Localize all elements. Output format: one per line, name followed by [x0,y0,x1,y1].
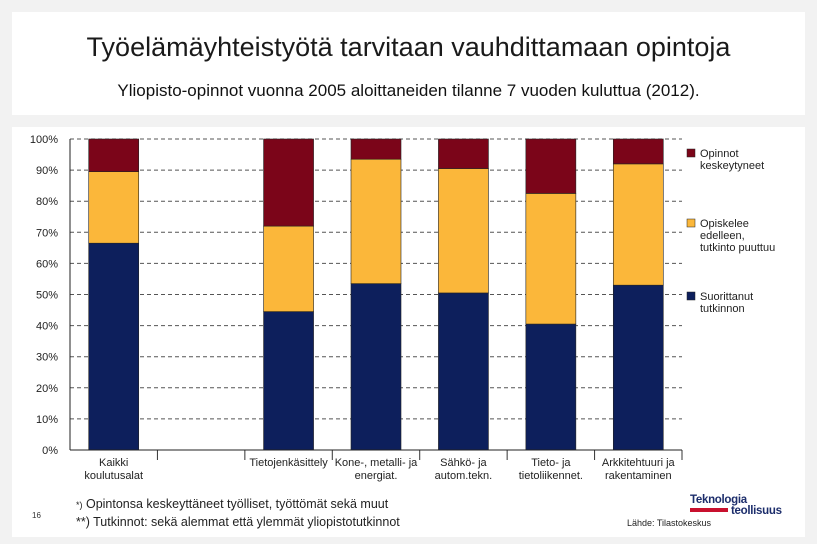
x-category-label: Kone-, metalli- ja [335,457,418,469]
legend-swatch [686,291,696,301]
legend-label: keskeytyneet [700,160,764,172]
bar-suorittanut-tutkinnon [88,242,140,451]
bar-suorittanut-tutkinnon [612,284,664,451]
bar-opiskelee-edelleen-tutkinto-puuttuu [438,168,489,294]
y-tick-label: 0% [42,445,58,457]
logo-line-2: teollisuus [731,505,782,517]
x-category-label: Arkkitehtuuri ja [602,457,676,469]
y-tick-label: 10% [36,414,58,426]
bar-opiskelee-edelleen-tutkinto-puuttuu [88,171,140,244]
x-category-label: Sähkö- ja [440,457,487,469]
legend-label: edelleen, [700,230,745,242]
bar-opinnot-keskeytyneet [263,138,314,227]
y-tick-label: 60% [36,258,58,270]
page-subtitle: Yliopisto-opinnot vuonna 2005 aloittanei… [117,81,700,100]
x-category-label: autom.tekn. [435,470,492,482]
y-tick-label: 70% [36,227,58,239]
bar-opinnot-keskeytyneet [438,138,489,169]
bar-suorittanut-tutkinnon [525,323,577,451]
page-number: 16 [32,511,41,520]
legend-label: tutkinto puuttuu [700,242,775,254]
legend-label: Opiskelee [700,218,749,230]
x-category-label: Kaikki [99,457,128,469]
bar-suorittanut-tutkinnon [263,311,314,451]
y-tick-label: 90% [36,165,58,177]
x-category-label: koulutusalat [84,470,143,482]
stacked-bar-chart: 0%10%20%30%40%50%60%70%80%90%100%Kaikkik… [30,134,775,482]
x-category-label: Tietojenkäsittely [249,457,328,469]
bar-opiskelee-edelleen-tutkinto-puuttuu [612,163,664,286]
footnote-2: **) Tutkinnot: sekä alemmat että ylemmät… [76,515,400,529]
bar-opiskelee-edelleen-tutkinto-puuttuu [525,193,577,325]
bar-suorittanut-tutkinnon [350,283,402,451]
source-note: Lähde: Tilastokeskus [627,518,712,528]
logo-line-1: Teknologia [690,494,747,506]
logo-accent-bar [690,508,728,512]
bar-opinnot-keskeytyneet [612,138,664,165]
footnote-1-marker: *) [76,500,83,510]
chart-panel: 0% 10% 20% 30% 40% 50% 60% 70% 80% 90% 100% Kaikki k… [12,127,805,537]
footnote-1: *) Opintonsa keskeyttäneet työlliset, ty… [76,497,388,511]
bar-opiskelee-edelleen-tutkinto-puuttuu [263,225,314,312]
legend-swatch [686,148,696,158]
legend-label: Suorittanut [700,291,753,303]
legend-label: tutkinnon [700,303,745,315]
y-tick-label: 50% [36,290,58,302]
bar-opinnot-keskeytyneet [525,138,577,194]
x-category-label: energiat. [355,470,398,482]
bar-opiskelee-edelleen-tutkinto-puuttuu [350,158,402,284]
x-category-label: rakentaminen [605,470,672,482]
footnote-1-text: Opintonsa keskeyttäneet työlliset, tyött… [82,497,389,511]
legend-label: Opinnot [700,148,739,160]
x-category-label: Tieto- ja [531,457,571,469]
title-panel: Työelämäyhteistyötä tarvitaan vauhdittam… [12,12,805,115]
x-category-label: tietoliikennet. [519,470,583,482]
y-tick-label: 100% [30,134,58,146]
y-tick-label: 30% [36,352,58,364]
legend-swatch [686,218,696,228]
y-tick-label: 80% [36,196,58,208]
y-tick-label: 20% [36,383,58,395]
page-title: Työelämäyhteistyötä tarvitaan vauhdittam… [86,32,731,62]
y-tick-label: 40% [36,321,58,333]
bar-opinnot-keskeytyneet [350,138,402,160]
bar-suorittanut-tutkinnon [438,292,489,451]
bar-opinnot-keskeytyneet [88,138,140,172]
